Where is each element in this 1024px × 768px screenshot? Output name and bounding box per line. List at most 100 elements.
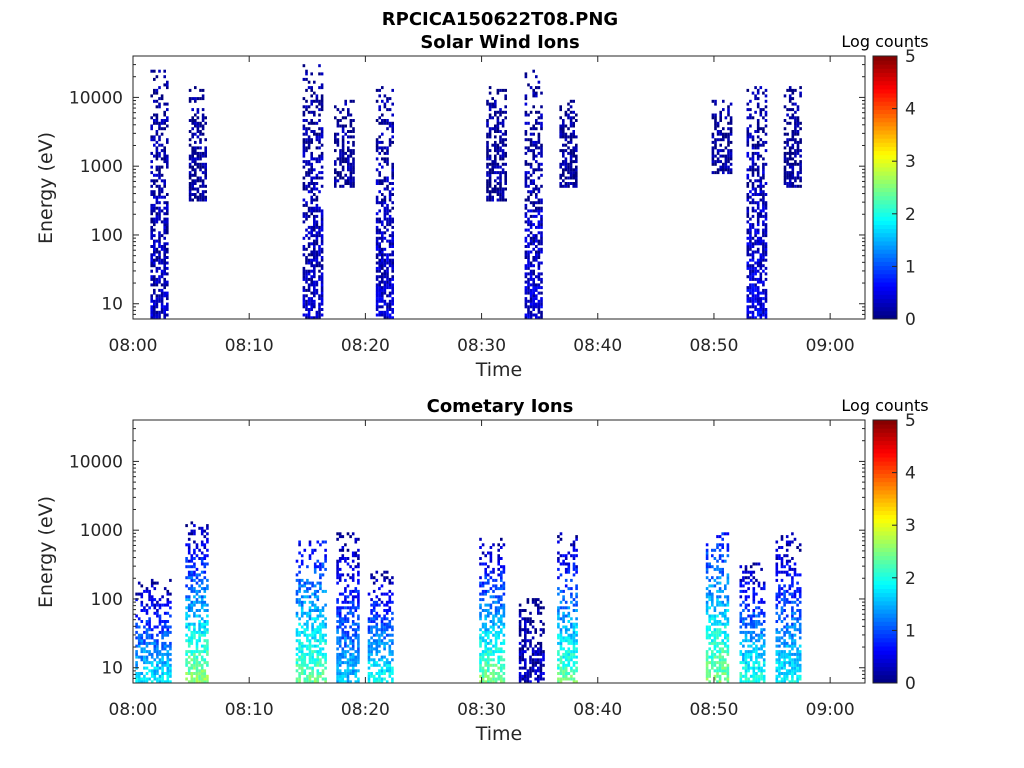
heatmap-cell (308, 666, 312, 670)
heatmap-cell (557, 576, 560, 580)
heatmap-cell (708, 565, 711, 569)
heatmap-cell (724, 162, 728, 166)
heatmap-cell (310, 190, 313, 194)
heatmap-cell (166, 160, 169, 164)
heatmap-cell (156, 666, 159, 670)
heatmap-cell (160, 220, 164, 224)
heatmap-cell (188, 88, 192, 92)
heatmap-cell (751, 182, 755, 185)
heatmap-cell (204, 121, 207, 125)
heatmap-cell (535, 239, 538, 243)
heatmap-cell (193, 562, 196, 566)
heatmap-cell (531, 650, 535, 654)
heatmap-cell (161, 644, 164, 648)
heatmap-cell (744, 674, 748, 678)
heatmap-cell (191, 187, 194, 191)
heatmap-cell (300, 650, 304, 654)
heatmap-cell (386, 119, 389, 122)
heatmap-cell (386, 146, 389, 150)
heatmap-cell (336, 140, 340, 144)
heatmap-cell (488, 91, 492, 95)
heatmap-cell (311, 633, 314, 637)
heatmap-cell (145, 658, 149, 662)
heatmap-cell (336, 108, 340, 112)
heatmap-cell (567, 127, 570, 131)
heatmap-cell (716, 603, 719, 607)
heatmap-cell (537, 302, 541, 306)
heatmap-cell (559, 573, 563, 577)
heatmap-cell (479, 661, 482, 665)
heatmap-cell (153, 154, 156, 158)
heatmap-cell (572, 173, 575, 177)
heatmap-cell (148, 617, 151, 621)
heatmap-cell (562, 135, 565, 139)
heatmap-cell (341, 630, 345, 634)
heatmap-cell (201, 190, 205, 194)
heatmap-cell (575, 609, 578, 612)
heatmap-cell (388, 193, 392, 196)
heatmap-cell (492, 620, 495, 623)
heatmap-cell (504, 187, 507, 191)
heatmap-cell (535, 256, 538, 259)
heatmap-cell (306, 639, 309, 643)
heatmap-cell (308, 557, 312, 560)
heatmap-cell (752, 609, 756, 612)
heatmap-cell (759, 236, 763, 240)
heatmap-cell (310, 261, 313, 265)
heatmap-cell (714, 143, 717, 147)
heatmap-cell (311, 548, 314, 552)
heatmap-cell (150, 69, 153, 73)
heatmap-cell (489, 647, 493, 651)
heatmap-cell (303, 655, 307, 659)
heatmap-cell (169, 630, 172, 634)
heatmap-cell (190, 639, 194, 643)
heatmap-cell (315, 239, 319, 243)
heatmap-cell (188, 195, 192, 199)
heatmap-cell (344, 157, 347, 161)
heatmap-cell (166, 256, 169, 259)
heatmap-cell (721, 559, 724, 563)
heatmap-cell (524, 272, 528, 276)
heatmap-cell (158, 69, 161, 73)
heatmap-cell (479, 557, 482, 560)
heatmap-cell (388, 581, 392, 585)
heatmap-cell (537, 611, 540, 615)
heatmap-cell (749, 288, 752, 292)
x-tick-label: 08:50 (689, 336, 738, 356)
heatmap-cell (155, 173, 159, 177)
heatmap-cell (166, 630, 170, 634)
heatmap-cell (158, 256, 161, 259)
heatmap-cell (336, 677, 339, 681)
heatmap-cell (572, 672, 576, 675)
heatmap-cell (714, 171, 717, 175)
heatmap-cell (381, 179, 384, 183)
heatmap-cell (540, 250, 543, 254)
heatmap-cell (163, 250, 166, 254)
heatmap-cell (351, 672, 355, 675)
heatmap-cell (150, 674, 154, 678)
heatmap-cell (381, 247, 384, 251)
heatmap-cell (194, 179, 197, 183)
heatmap-cell (752, 611, 756, 615)
heatmap-cell (572, 639, 576, 643)
heatmap-cell (163, 305, 166, 309)
heatmap-cell (564, 176, 568, 180)
heatmap-cell (518, 672, 522, 675)
heatmap-cell (153, 666, 157, 670)
heatmap-cell (484, 669, 487, 673)
heatmap-cell (783, 132, 787, 136)
heatmap-cell (719, 165, 722, 169)
heatmap-cell (537, 220, 541, 224)
heatmap-cell (716, 151, 720, 155)
heatmap-cell (524, 275, 528, 279)
heatmap-cell (352, 127, 355, 131)
heatmap-cell (489, 620, 493, 623)
heatmap-cell (535, 209, 538, 213)
heatmap-cell (190, 559, 194, 563)
heatmap-cell (195, 581, 199, 585)
heatmap-cell (372, 614, 376, 618)
heatmap-cell (721, 570, 724, 574)
heatmap-cell (150, 184, 153, 188)
heatmap-cell (318, 209, 321, 213)
heatmap-cell (742, 589, 745, 593)
